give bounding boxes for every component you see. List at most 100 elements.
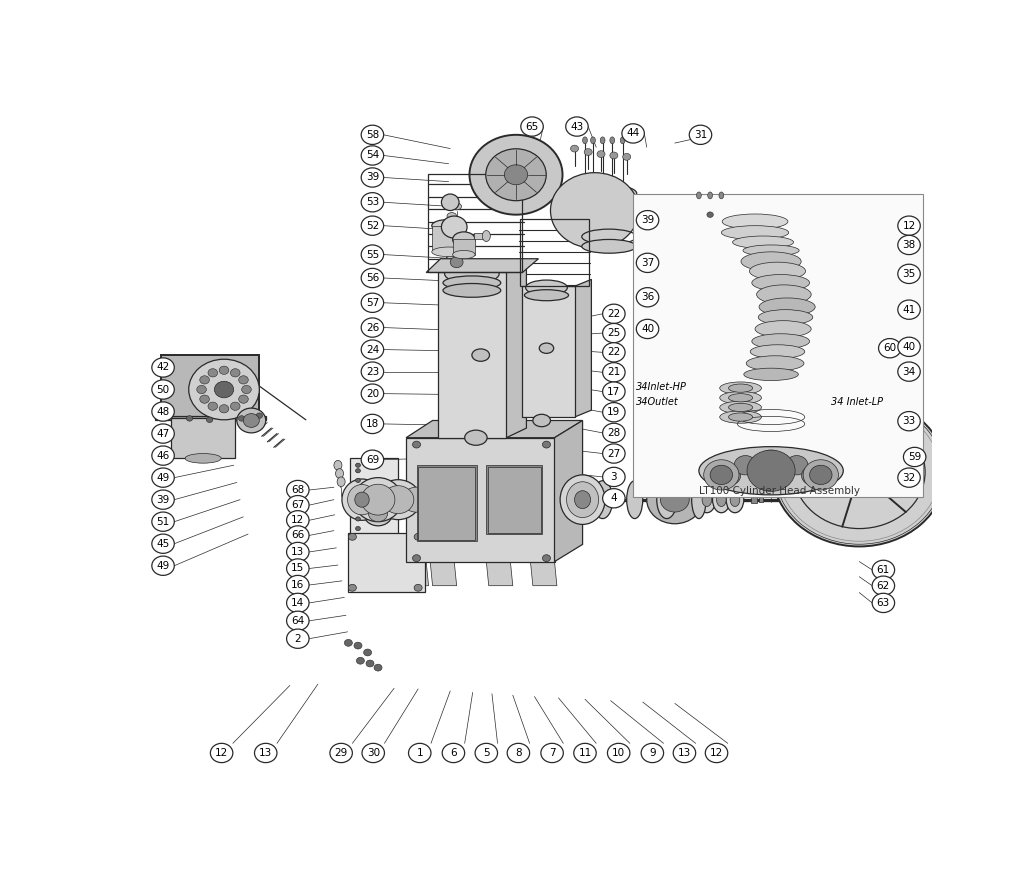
Circle shape — [214, 381, 234, 398]
Ellipse shape — [452, 250, 475, 258]
Circle shape — [356, 657, 364, 664]
Text: 62: 62 — [877, 581, 890, 591]
Ellipse shape — [757, 285, 811, 304]
Text: 46: 46 — [156, 451, 170, 460]
Circle shape — [873, 576, 894, 595]
Ellipse shape — [702, 493, 712, 507]
Ellipse shape — [707, 212, 713, 217]
Text: 4: 4 — [611, 493, 617, 503]
Text: 39: 39 — [365, 173, 379, 182]
Circle shape — [231, 368, 240, 377]
Circle shape — [897, 362, 920, 381]
Text: 45: 45 — [156, 539, 170, 549]
Ellipse shape — [560, 475, 605, 525]
Ellipse shape — [376, 480, 420, 519]
Circle shape — [361, 125, 384, 145]
Ellipse shape — [525, 290, 568, 300]
Circle shape — [602, 444, 625, 463]
Circle shape — [597, 151, 605, 157]
Circle shape — [206, 417, 213, 423]
Circle shape — [566, 117, 588, 136]
Ellipse shape — [620, 137, 625, 144]
Circle shape — [287, 576, 309, 595]
Text: 48: 48 — [156, 407, 170, 417]
Polygon shape — [574, 279, 591, 417]
Circle shape — [287, 559, 309, 578]
Circle shape — [442, 743, 465, 763]
Text: 35: 35 — [903, 269, 916, 279]
Text: 10: 10 — [612, 748, 625, 758]
Text: 20: 20 — [365, 389, 379, 399]
Circle shape — [231, 402, 240, 410]
Ellipse shape — [722, 214, 788, 229]
Circle shape — [152, 468, 174, 487]
Circle shape — [219, 405, 229, 413]
Circle shape — [475, 743, 498, 763]
Text: 14: 14 — [291, 598, 304, 608]
Text: 13: 13 — [678, 748, 691, 758]
Text: 12: 12 — [710, 748, 723, 758]
Text: 44: 44 — [626, 129, 640, 139]
Bar — [759, 492, 763, 502]
Bar — [432, 225, 466, 252]
Bar — [427, 174, 523, 273]
Circle shape — [409, 743, 431, 763]
Ellipse shape — [382, 485, 414, 514]
Text: LT100 Cylinder Head Assembly: LT100 Cylinder Head Assembly — [699, 485, 860, 495]
Text: 34Inlet-HP: 34Inlet-HP — [637, 382, 687, 392]
Bar — [452, 240, 475, 255]
Text: 42: 42 — [156, 362, 170, 373]
Circle shape — [287, 510, 309, 530]
Ellipse shape — [729, 393, 752, 402]
Circle shape — [637, 210, 659, 230]
Ellipse shape — [432, 220, 466, 232]
Text: 27: 27 — [608, 449, 621, 459]
Circle shape — [718, 466, 741, 485]
Circle shape — [541, 743, 563, 763]
Ellipse shape — [719, 192, 723, 198]
Ellipse shape — [582, 240, 637, 253]
Text: 19: 19 — [608, 408, 621, 417]
Ellipse shape — [482, 231, 491, 241]
Circle shape — [710, 465, 733, 485]
Circle shape — [200, 395, 209, 403]
Text: 11: 11 — [579, 748, 592, 758]
Circle shape — [641, 743, 663, 763]
Circle shape — [637, 288, 659, 307]
Circle shape — [809, 465, 832, 485]
Circle shape — [622, 123, 645, 143]
Circle shape — [255, 743, 277, 763]
Circle shape — [356, 517, 360, 521]
Circle shape — [602, 363, 625, 382]
Polygon shape — [530, 561, 557, 586]
Circle shape — [242, 385, 252, 393]
Circle shape — [608, 743, 630, 763]
Ellipse shape — [334, 460, 342, 470]
Circle shape — [287, 480, 309, 500]
Circle shape — [208, 402, 217, 410]
Circle shape — [637, 253, 659, 273]
Ellipse shape — [746, 356, 804, 371]
Circle shape — [873, 594, 894, 612]
Text: 3: 3 — [611, 472, 617, 482]
Circle shape — [445, 252, 468, 272]
Bar — [520, 219, 589, 286]
Text: 8: 8 — [515, 748, 522, 758]
Ellipse shape — [533, 414, 551, 426]
Text: 15: 15 — [291, 563, 304, 573]
Circle shape — [361, 362, 384, 381]
Circle shape — [904, 447, 926, 467]
Circle shape — [673, 743, 696, 763]
Circle shape — [361, 340, 384, 359]
Text: 39: 39 — [156, 494, 170, 504]
Text: 5: 5 — [483, 748, 490, 758]
Text: 37: 37 — [641, 257, 654, 268]
Bar — [418, 467, 475, 540]
Ellipse shape — [452, 232, 475, 247]
Text: 54: 54 — [365, 150, 379, 160]
Polygon shape — [406, 438, 555, 561]
Circle shape — [356, 498, 360, 502]
Text: 12: 12 — [215, 748, 229, 758]
Ellipse shape — [342, 479, 382, 520]
Text: 52: 52 — [365, 221, 379, 231]
